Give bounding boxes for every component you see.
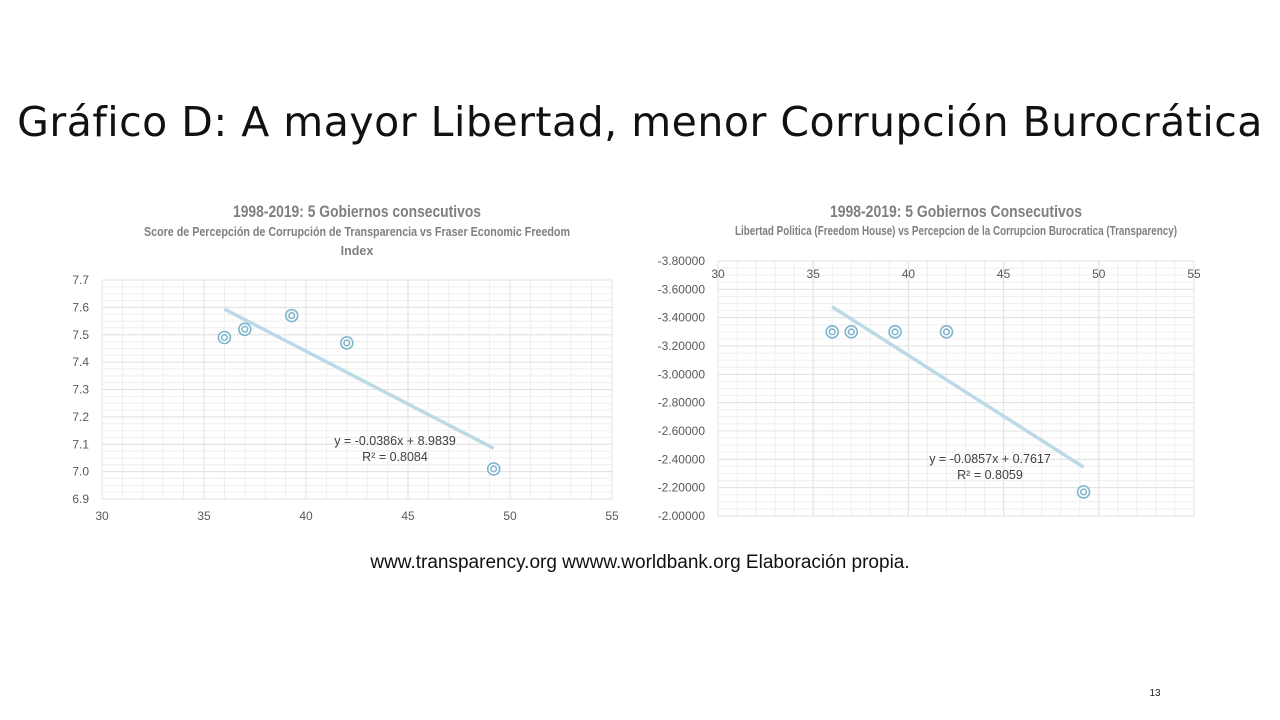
y-tick-label: -2.20000	[658, 481, 706, 495]
x-tick-label: 35	[807, 267, 821, 281]
chart-subtitle: Index	[341, 244, 374, 258]
data-point-inner	[891, 328, 899, 336]
x-tick-label: 55	[1187, 267, 1201, 281]
y-tick-label: -3.40000	[658, 311, 706, 325]
data-point	[825, 325, 840, 339]
x-tick-label: 50	[503, 509, 517, 523]
x-tick-label: 50	[1092, 267, 1106, 281]
x-tick-label: 55	[605, 509, 619, 523]
data-point	[217, 330, 232, 345]
y-tick-label: -2.00000	[658, 509, 706, 523]
y-tick-label: 7.5	[72, 328, 89, 342]
chart-title: 1998-2019: 5 Gobiernos consecutivos	[233, 202, 481, 221]
y-tick-label: 7.4	[72, 355, 89, 369]
data-point	[888, 325, 902, 339]
y-tick-label: -2.40000	[658, 452, 706, 466]
trendline-equation: y = -0.0857x + 0.7617	[929, 452, 1051, 466]
x-tick-label: 30	[711, 267, 725, 281]
r-squared-label: R² = 0.8084	[362, 450, 428, 464]
chart-right: 1998-2019: 5 Gobiernos Consecutivos Liber…	[658, 202, 1201, 523]
y-tick-label: 7.0	[72, 465, 89, 479]
x-tick-label: 40	[299, 509, 313, 523]
data-point-inner	[1079, 488, 1088, 496]
chart-subtitle: Libertad Politica (Freedom House) vs Per…	[735, 224, 1177, 238]
chart-left: 1998-2019: 5 Gobiernos consecutivos Score…	[72, 202, 619, 523]
trendline	[831, 305, 1085, 469]
data-point	[238, 322, 252, 337]
data-point	[284, 308, 299, 323]
y-tick-label: 7.1	[72, 437, 89, 451]
trendline	[223, 307, 495, 450]
source-note: www.transparency.org wwww.worldbank.org …	[370, 552, 910, 573]
data-point	[844, 325, 859, 339]
y-tick-label: -2.60000	[658, 424, 706, 438]
y-tick-label: 7.3	[72, 383, 89, 397]
data-point-inner	[288, 311, 296, 320]
y-tick-label: 6.9	[72, 492, 89, 506]
y-tick-label: 7.2	[72, 410, 89, 424]
data-point-inner	[490, 465, 498, 473]
y-tick-label: -3.20000	[658, 339, 706, 353]
data-point	[486, 462, 501, 476]
x-tick-label: 45	[401, 509, 415, 523]
y-tick-label: 7.7	[72, 273, 89, 287]
x-tick-label: 30	[95, 509, 109, 523]
chart-subtitle: Score de Percepción de Corrupción de Tra…	[144, 225, 570, 239]
r-squared-label: R² = 0.8059	[957, 468, 1023, 482]
x-tick-label: 40	[902, 267, 916, 281]
data-point-inner	[942, 328, 951, 336]
y-tick-label: -3.80000	[658, 254, 706, 268]
y-tick-label: -2.80000	[658, 396, 706, 410]
chart-title: 1998-2019: 5 Gobiernos Consecutivos	[830, 202, 1082, 221]
page-number: 13	[1149, 688, 1161, 699]
data-point-inner	[241, 325, 249, 333]
y-tick-label: -3.60000	[658, 282, 706, 296]
data-point-inner	[220, 333, 228, 342]
data-point-inner	[343, 339, 351, 347]
data-point	[339, 336, 354, 350]
data-point	[1076, 485, 1091, 499]
y-tick-label: 7.6	[72, 300, 89, 314]
data-point-inner	[847, 328, 855, 336]
x-tick-label: 45	[997, 267, 1011, 281]
y-tick-label: -3.00000	[658, 367, 706, 381]
data-point-inner	[828, 328, 836, 336]
data-point	[939, 325, 954, 339]
x-tick-label: 35	[197, 509, 211, 523]
trendline-equation: y = -0.0386x + 8.9839	[334, 434, 456, 448]
slide-title: Gráfico D: A mayor Libertad, menor Corru…	[17, 98, 1263, 146]
